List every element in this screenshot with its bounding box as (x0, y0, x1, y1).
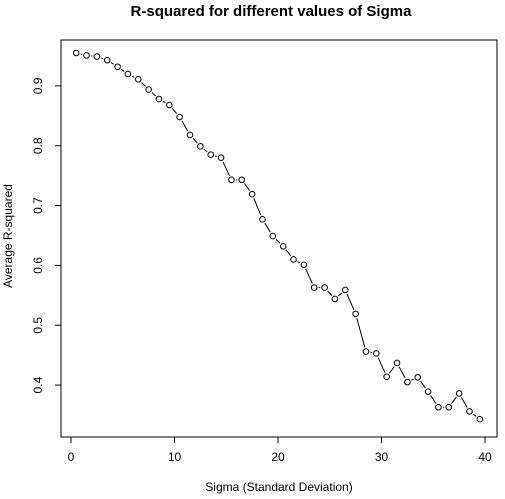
data-point (373, 350, 380, 357)
data-point (476, 415, 484, 423)
data-point (455, 390, 463, 397)
data-point (321, 284, 328, 291)
data-point (352, 310, 359, 318)
data-point (290, 256, 297, 263)
x-tick-label: 0 (68, 450, 75, 464)
data-point (414, 374, 422, 381)
series-segment (388, 366, 395, 374)
data-point (435, 403, 442, 411)
series-segment (419, 380, 426, 389)
series-segment (305, 268, 313, 284)
data-point (383, 373, 390, 381)
data-point (124, 70, 132, 78)
series-segment (203, 148, 208, 153)
plot-box (60, 39, 498, 438)
series-segment (141, 82, 146, 87)
data-point (445, 403, 453, 411)
series-segment (120, 68, 125, 72)
x-tick-label: 20 (271, 450, 285, 464)
data-point (341, 286, 349, 294)
series-segment (253, 198, 262, 216)
data-point (238, 176, 246, 184)
data-point (83, 52, 90, 59)
data-point (72, 49, 80, 57)
series-segment (151, 92, 157, 97)
data-point (207, 151, 215, 159)
data-point (228, 176, 235, 184)
data-point (248, 190, 256, 198)
series-segment (275, 238, 281, 244)
series-segment (192, 137, 198, 144)
series-segment (377, 357, 386, 373)
series-segment (460, 397, 468, 408)
series-segment (297, 261, 301, 264)
series-segment (356, 318, 366, 348)
data-point (155, 95, 163, 103)
data-point (424, 388, 432, 395)
data-point (331, 295, 339, 303)
series-segment (110, 62, 115, 65)
chart-title: R-squared for different values of Sigma (131, 3, 413, 20)
y-axis: 0.4 0.5 0.6 0.7 0.8 0.9 (31, 77, 62, 393)
y-tick-label: 0.5 (31, 317, 45, 334)
x-axis-label: Sigma (Standard Deviation) (205, 480, 352, 494)
series-segment (337, 292, 343, 297)
data-point (217, 154, 225, 162)
data-point (186, 131, 194, 139)
y-tick-label: 0.7 (31, 197, 45, 214)
y-tick-label: 0.8 (31, 137, 45, 154)
series-segment (327, 290, 333, 296)
data-point (279, 242, 287, 250)
y-tick-label: 0.9 (31, 77, 45, 94)
series-segment (264, 222, 271, 233)
data-point (393, 359, 401, 367)
x-tick-label: 40 (478, 450, 492, 464)
data-point (197, 143, 204, 150)
data-point (259, 216, 266, 223)
data-point (466, 408, 473, 415)
data-point (269, 232, 277, 240)
data-point (300, 261, 308, 269)
series-segment (100, 57, 104, 60)
series-segment (451, 396, 457, 404)
data-point (103, 56, 111, 64)
series-segment (285, 249, 292, 257)
series-segment (171, 108, 178, 114)
data-point (134, 76, 142, 83)
x-axis: 0 10 20 30 40 (68, 436, 492, 464)
y-tick-label: 0.4 (31, 376, 45, 393)
data-point (362, 348, 370, 355)
series-segment (430, 395, 437, 404)
series-segment (472, 413, 477, 417)
series-segment (244, 183, 250, 191)
data-point (310, 284, 318, 291)
data-point (93, 53, 101, 60)
series-segment (346, 293, 355, 310)
series-segment (411, 378, 414, 381)
data-point (404, 378, 411, 386)
x-tick-label: 10 (168, 450, 182, 464)
series-segment (222, 161, 230, 176)
x-tick-label: 30 (375, 450, 389, 464)
series-segment (398, 366, 406, 379)
data-point (166, 101, 173, 109)
series-segment (162, 100, 166, 104)
series-segment (181, 120, 189, 132)
series-segment (131, 75, 135, 78)
series-points (72, 49, 484, 423)
series-lines (80, 53, 477, 417)
data-point (114, 63, 121, 71)
data-point (176, 113, 183, 121)
data-point (145, 86, 152, 93)
y-tick-label: 0.6 (31, 257, 45, 274)
y-axis-label: Average R-squared (1, 184, 15, 288)
